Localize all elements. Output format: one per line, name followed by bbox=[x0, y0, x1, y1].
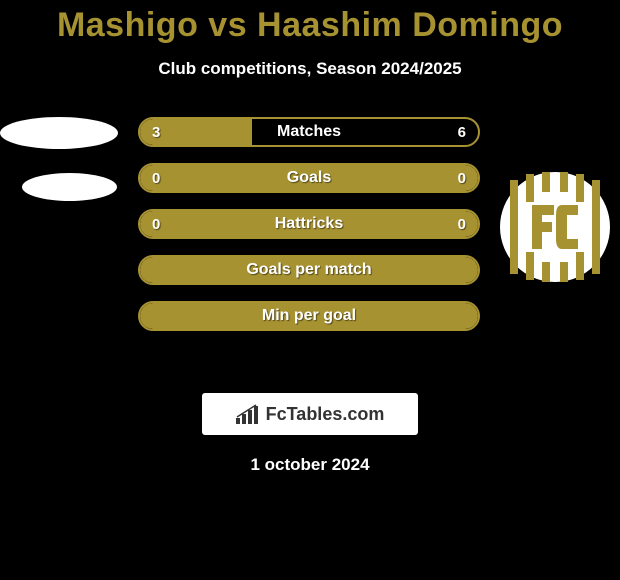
subtitle: Club competitions, Season 2024/2025 bbox=[0, 59, 620, 79]
player1-avatars bbox=[0, 117, 118, 201]
club-badge-icon bbox=[500, 172, 610, 282]
bar-value-right: 6 bbox=[458, 124, 466, 141]
stat-bar-row: Goals per match bbox=[138, 255, 480, 285]
brand-text: FcTables.com bbox=[266, 404, 385, 425]
stat-bar-row: 0Hattricks0 bbox=[138, 209, 480, 239]
player1-club-placeholder bbox=[22, 173, 117, 201]
stat-bar-row: 0Goals0 bbox=[138, 163, 480, 193]
comparison-chart: 3Matches60Goals00Hattricks0Goals per mat… bbox=[0, 117, 620, 377]
bar-value-right: 0 bbox=[458, 170, 466, 187]
stat-bar-row: Min per goal bbox=[138, 301, 480, 331]
player1-avatar-placeholder bbox=[0, 117, 118, 149]
stat-bar-row: 3Matches6 bbox=[138, 117, 480, 147]
bar-label: Min per goal bbox=[140, 307, 478, 325]
bar-label: Hattricks bbox=[140, 215, 478, 233]
player2-club-badge bbox=[500, 172, 610, 282]
page-title: Mashigo vs Haashim Domingo bbox=[0, 0, 620, 45]
bar-label: Matches bbox=[140, 123, 478, 141]
brand-logo: FcTables.com bbox=[202, 393, 418, 435]
bar-chart-icon bbox=[236, 404, 260, 424]
bar-label: Goals per match bbox=[140, 261, 478, 279]
stat-bars: 3Matches60Goals00Hattricks0Goals per mat… bbox=[138, 117, 480, 347]
bar-value-right: 0 bbox=[458, 216, 466, 233]
snapshot-date: 1 october 2024 bbox=[0, 455, 620, 475]
bar-label: Goals bbox=[140, 169, 478, 187]
